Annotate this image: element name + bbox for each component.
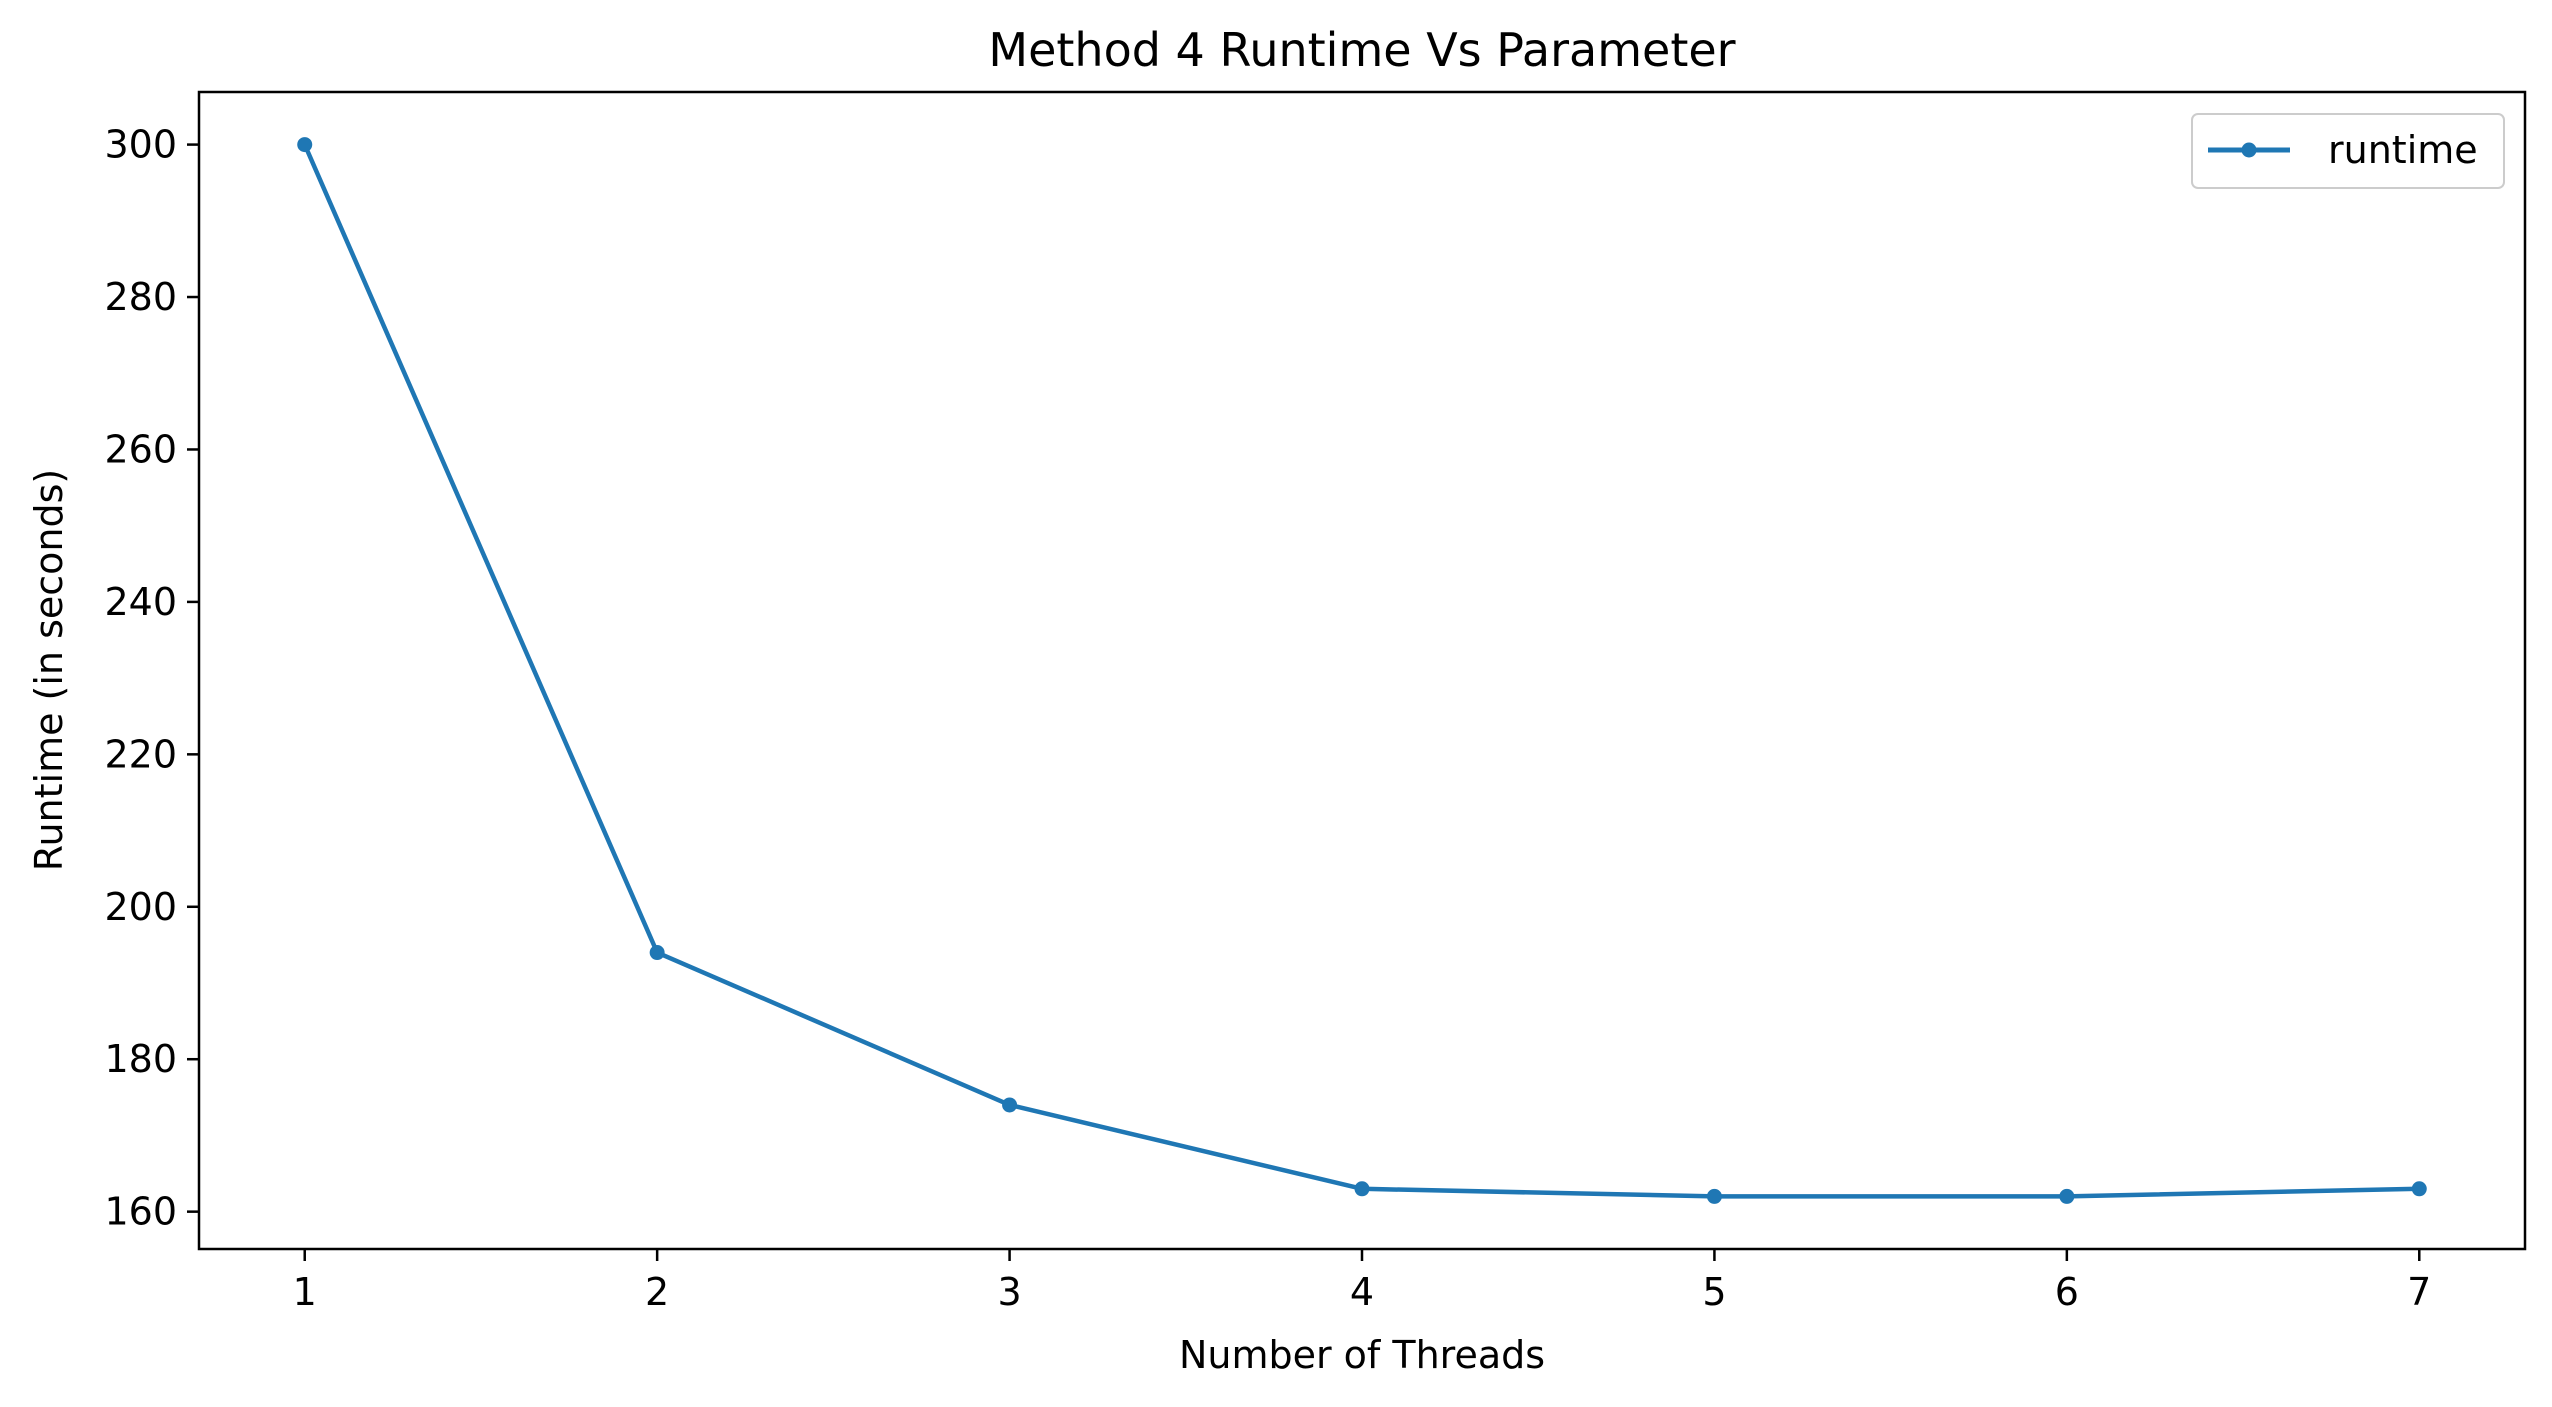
series-layer xyxy=(297,137,2427,1204)
x-tick-label: 3 xyxy=(997,1270,1021,1314)
x-tick-label: 6 xyxy=(2055,1270,2079,1314)
y-tick-label: 260 xyxy=(104,427,177,471)
x-axis: 1 2 3 4 5 6 7 xyxy=(293,1249,2431,1314)
chart-title: Method 4 Runtime Vs Parameter xyxy=(988,23,1735,77)
x-axis-label: Number of Threads xyxy=(1179,1333,1545,1377)
y-tick-label: 280 xyxy=(104,275,177,319)
x-tick-label: 2 xyxy=(645,1270,669,1314)
x-tick-label: 1 xyxy=(293,1270,317,1314)
legend-marker-sample xyxy=(2241,142,2257,158)
y-axis-label: Runtime (in seconds) xyxy=(27,469,71,872)
y-tick-label: 180 xyxy=(104,1037,177,1081)
data-point xyxy=(1002,1097,1018,1113)
y-tick-label: 160 xyxy=(104,1190,177,1234)
data-point xyxy=(1706,1188,1722,1204)
data-point xyxy=(649,945,665,961)
y-tick-label: 200 xyxy=(104,885,177,929)
y-tick-label: 240 xyxy=(104,580,177,624)
plot-area xyxy=(199,92,2525,1249)
y-tick-label: 220 xyxy=(104,732,177,776)
legend: runtime xyxy=(2191,113,2505,189)
legend-label: runtime xyxy=(2328,128,2478,172)
x-tick-label: 5 xyxy=(1702,1270,1726,1314)
data-point xyxy=(2411,1181,2427,1197)
legend-box xyxy=(2191,113,2505,189)
data-point xyxy=(2059,1188,2075,1204)
plot-frame xyxy=(197,90,2527,1251)
plot-background xyxy=(199,92,2525,1249)
x-tick-label: 7 xyxy=(2407,1270,2431,1314)
data-point xyxy=(1354,1181,1370,1197)
x-tick-label: 4 xyxy=(1350,1270,1374,1314)
y-tick-label: 300 xyxy=(104,123,177,167)
y-axis: 160 180 200 220 240 260 280 300 xyxy=(104,123,199,1234)
data-point xyxy=(297,137,313,153)
